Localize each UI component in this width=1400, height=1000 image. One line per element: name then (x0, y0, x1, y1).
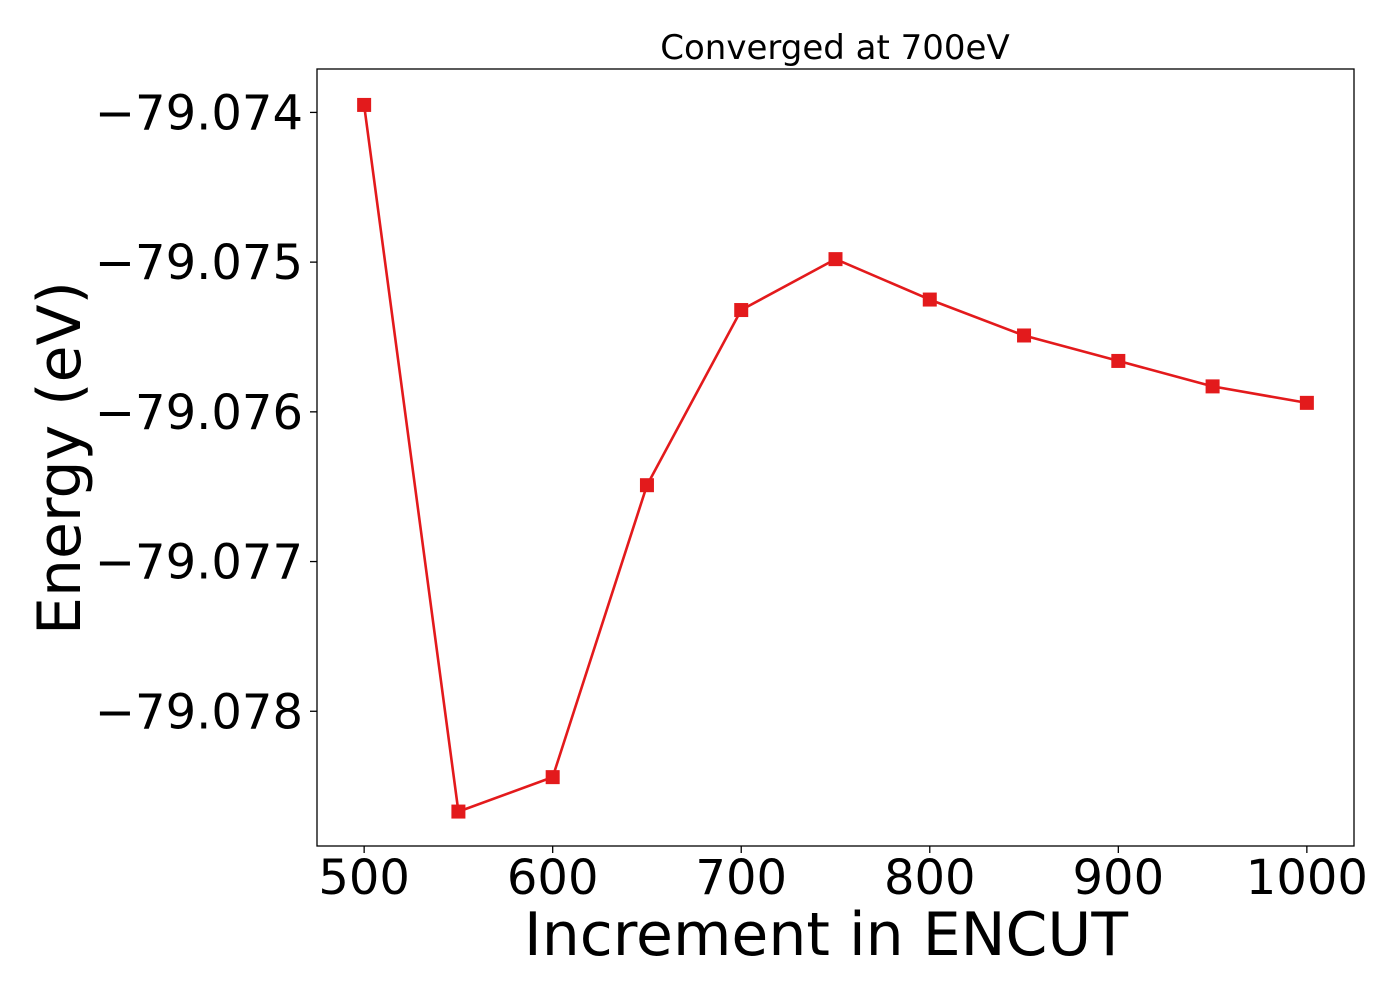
data-point-marker (1205, 379, 1220, 394)
y-axis-label: Energy (eV) (25, 281, 95, 635)
x-tick-label: 800 (884, 850, 976, 906)
y-tick-label: −79.077 (95, 535, 303, 591)
x-tick-label: 1000 (1246, 850, 1368, 906)
x-axis-label: Increment in ENCUT (524, 900, 1128, 970)
x-tick-label: 500 (318, 850, 410, 906)
y-tick-label: −79.075 (95, 235, 303, 291)
data-point-marker (922, 292, 937, 307)
data-point-marker (639, 478, 654, 493)
y-axis-ticks: −79.074 −79.075 −79.076 −79.077 −79.078 (95, 85, 317, 740)
y-tick-label: −79.076 (95, 385, 303, 441)
y-tick-label: −79.074 (95, 85, 303, 141)
data-point-marker (1017, 328, 1032, 343)
data-point-marker (734, 303, 749, 318)
y-tick-label: −79.078 (95, 684, 303, 740)
x-tick-label: 700 (695, 850, 787, 906)
plot-area-frame (316, 68, 1355, 847)
data-point-marker (1111, 353, 1126, 368)
data-point-marker (828, 252, 843, 267)
x-tick-label: 600 (507, 850, 599, 906)
x-tick-label: 900 (1073, 850, 1165, 906)
data-point-marker (357, 97, 372, 112)
data-point-marker (451, 804, 466, 819)
series-group (357, 97, 1314, 819)
x-axis-ticks: 500 600 700 800 900 1000 (318, 846, 1368, 906)
data-point-marker (1299, 395, 1314, 410)
chart-title: Converged at 700eV (660, 28, 1009, 68)
data-point-marker (545, 770, 560, 785)
